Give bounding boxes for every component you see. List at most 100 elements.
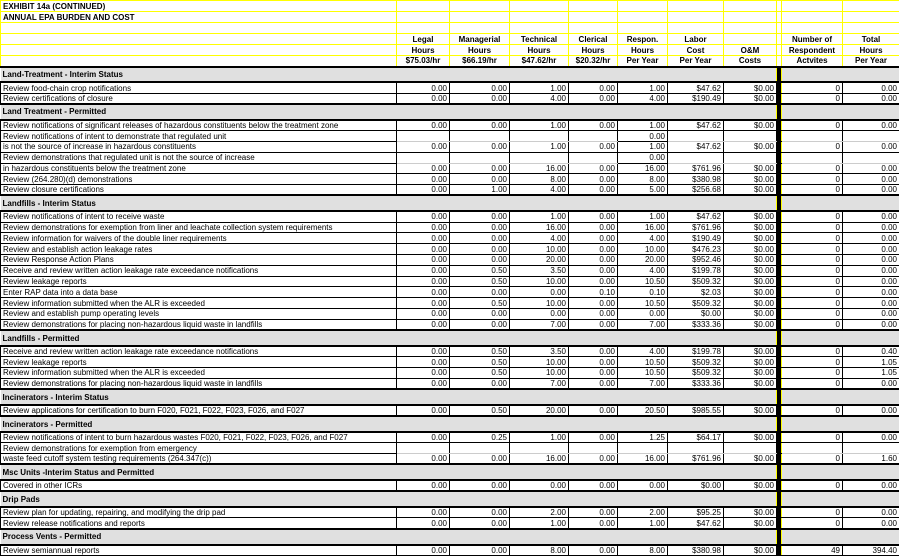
value-cell[interactable]: 0.00	[568, 254, 618, 266]
value-cell[interactable]: 8.00	[509, 544, 569, 556]
value-cell[interactable]: 0.00	[842, 318, 899, 331]
value-cell[interactable]: 10.50	[617, 275, 668, 288]
value-cell[interactable]: $47.62	[667, 119, 724, 132]
value-cell[interactable]	[396, 130, 450, 142]
value-cell[interactable]: 8.00	[617, 544, 668, 556]
value-cell[interactable]: 10.00	[509, 367, 569, 379]
column-header[interactable]: Hours	[617, 44, 668, 56]
value-cell[interactable]: 0.00	[842, 184, 899, 196]
value-cell[interactable]: $190.49	[667, 92, 724, 105]
cell[interactable]	[667, 65, 724, 84]
cell[interactable]	[509, 194, 569, 213]
value-cell[interactable]: 0.00	[396, 308, 450, 320]
activity-label[interactable]: Review demonstrations for exemption from…	[0, 442, 397, 455]
value-cell[interactable]: 10.00	[509, 297, 569, 310]
value-cell[interactable]: 0.00	[396, 506, 450, 519]
value-cell[interactable]: 0.00	[449, 162, 510, 175]
column-header[interactable]: Technical	[509, 33, 569, 45]
cell[interactable]	[667, 463, 724, 482]
section-title[interactable]: Drip Pads	[0, 490, 397, 509]
value-cell[interactable]: 0.00	[842, 275, 899, 288]
value-cell[interactable]: 0.50	[449, 367, 510, 379]
value-cell[interactable]: 0.00	[617, 308, 668, 320]
value-cell[interactable]: $47.62	[667, 210, 724, 223]
cell[interactable]	[617, 65, 668, 84]
value-cell[interactable]: $761.96	[667, 453, 724, 465]
value-cell[interactable]: 16.00	[509, 162, 569, 175]
value-cell[interactable]: $0.00	[723, 264, 777, 277]
value-cell[interactable]: 7.00	[617, 318, 668, 331]
cell[interactable]	[667, 388, 724, 407]
column-header[interactable]: Hours	[509, 44, 569, 56]
cell[interactable]	[509, 0, 569, 12]
cell[interactable]	[449, 102, 510, 121]
cell[interactable]	[723, 65, 777, 84]
cell[interactable]	[568, 194, 618, 213]
value-cell[interactable]: $0.00	[723, 318, 777, 331]
value-cell[interactable]: 10.00	[509, 243, 569, 256]
cell[interactable]	[509, 388, 569, 407]
value-cell[interactable]: 1.05	[842, 356, 899, 369]
cell[interactable]	[568, 22, 618, 34]
value-cell[interactable]: 1.00	[509, 517, 569, 530]
value-cell[interactable]: 0.10	[617, 286, 668, 299]
value-cell[interactable]: $0.00	[723, 140, 777, 153]
column-header[interactable]: Costs	[723, 55, 777, 67]
value-cell[interactable]: 1.00	[509, 81, 569, 94]
value-cell[interactable]: 10.00	[617, 243, 668, 256]
value-cell[interactable]: $0.00	[723, 345, 777, 358]
value-cell[interactable]: 0.50	[449, 345, 510, 358]
value-cell[interactable]: 0	[781, 81, 843, 94]
value-cell[interactable]: 0.00	[568, 404, 618, 417]
section-title[interactable]: Incinerators - Interim Status	[0, 388, 397, 407]
value-cell[interactable]: 10.50	[617, 367, 668, 379]
value-cell[interactable]: 4.00	[617, 345, 668, 358]
value-cell[interactable]: 0.00	[449, 221, 510, 234]
value-cell[interactable]: 0.00	[568, 243, 618, 256]
value-cell[interactable]: $0.00	[723, 453, 777, 465]
value-cell[interactable]: 1.00	[449, 184, 510, 196]
cell[interactable]	[617, 527, 668, 546]
value-cell[interactable]: 0.00	[396, 210, 450, 223]
column-header[interactable]: Per Year	[842, 55, 899, 67]
value-cell[interactable]: 0	[781, 275, 843, 288]
value-cell[interactable]: 16.00	[509, 221, 569, 234]
activity-label[interactable]: Review notifications of intent to burn h…	[0, 431, 397, 444]
activity-label[interactable]: is not the source of increase in hazardo…	[0, 140, 397, 153]
value-cell[interactable]: 20.50	[617, 404, 668, 417]
value-cell[interactable]: 16.00	[617, 221, 668, 234]
value-cell[interactable]: 1.00	[617, 517, 668, 530]
value-cell[interactable]	[842, 130, 899, 142]
value-cell[interactable]: 0	[781, 356, 843, 369]
cell[interactable]	[617, 463, 668, 482]
activity-label[interactable]: waste feed cutoff system testing require…	[0, 453, 397, 465]
value-cell[interactable]: $761.96	[667, 162, 724, 175]
value-cell[interactable]: 0.00	[396, 544, 450, 556]
cell[interactable]	[781, 388, 843, 407]
column-header[interactable]: Respon.	[617, 33, 668, 45]
cell[interactable]	[842, 329, 899, 347]
sheet-title[interactable]: EXHIBIT 14a (CONTINUED)	[0, 0, 397, 12]
value-cell[interactable]: $47.62	[667, 140, 724, 153]
value-cell[interactable]: 0.00	[396, 286, 450, 299]
value-cell[interactable]: 0.00	[568, 297, 618, 310]
cell[interactable]	[509, 65, 569, 84]
value-cell[interactable]: $256.68	[667, 184, 724, 196]
value-cell[interactable]	[781, 442, 843, 455]
value-cell[interactable]: 0.00	[568, 506, 618, 519]
value-cell[interactable]: $47.62	[667, 81, 724, 94]
cell[interactable]	[396, 194, 450, 213]
activity-label[interactable]: in hazardous constituents below the trea…	[0, 162, 397, 175]
column-header[interactable]	[723, 33, 777, 45]
value-cell[interactable]: 0.00	[449, 453, 510, 465]
value-cell[interactable]	[449, 442, 510, 455]
value-cell[interactable]: 1.00	[509, 140, 569, 153]
cell[interactable]	[842, 102, 899, 121]
value-cell[interactable]: 0.00	[842, 221, 899, 234]
value-cell[interactable]: 0.00	[842, 81, 899, 94]
blank-row[interactable]	[0, 22, 397, 34]
value-cell[interactable]: $0.00	[723, 367, 777, 379]
value-cell[interactable]: 0	[781, 162, 843, 175]
value-cell[interactable]: 0.00	[396, 345, 450, 358]
value-cell[interactable]	[723, 130, 777, 142]
